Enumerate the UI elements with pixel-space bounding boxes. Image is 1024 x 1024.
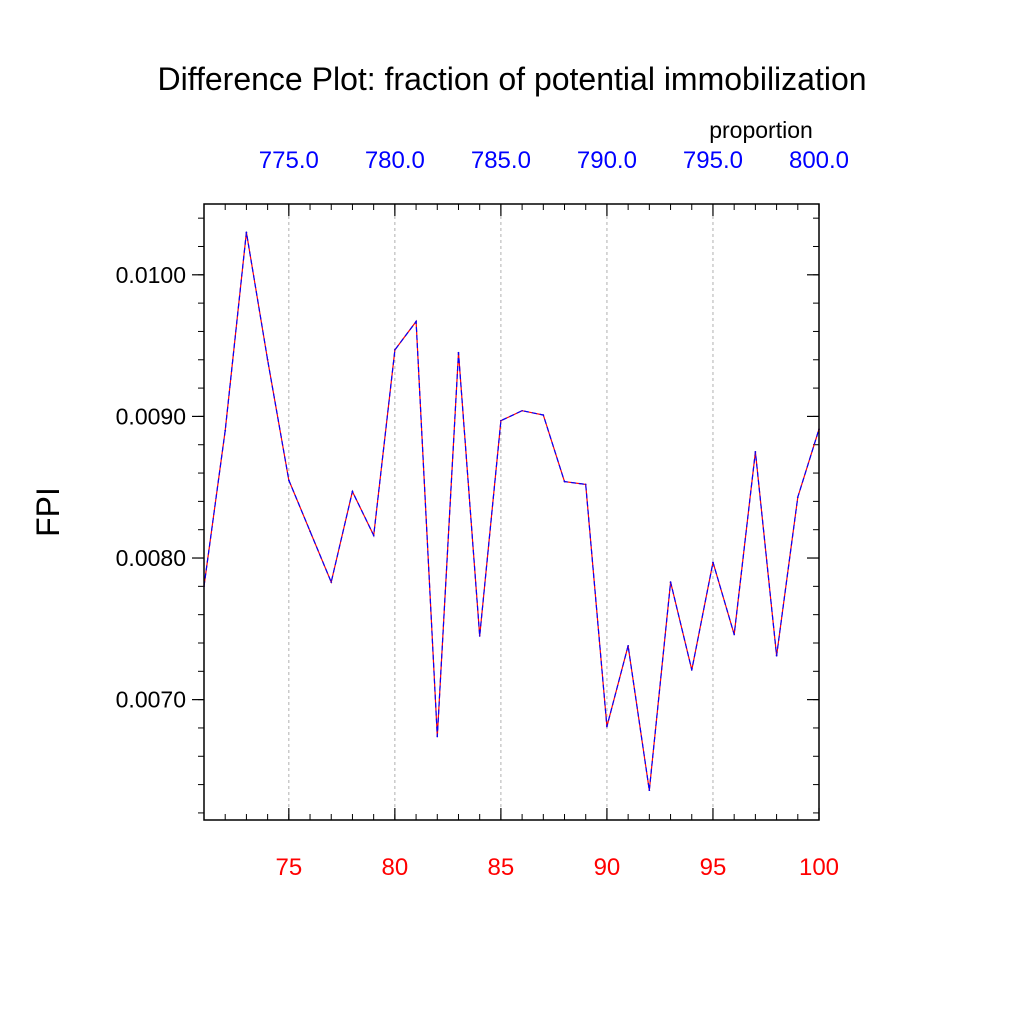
top-tick-label: 790.0 [577, 147, 637, 174]
x-tick-label: 85 [488, 854, 515, 881]
data-point [457, 351, 460, 354]
data-point [606, 725, 608, 728]
data-point [309, 530, 311, 532]
data-point [266, 358, 269, 361]
data-point [394, 349, 396, 351]
top-tick-label: 800.0 [789, 147, 849, 174]
data-point [733, 633, 735, 636]
y-axis-label: FPI [30, 487, 66, 537]
grid-lines [288, 204, 714, 820]
data-point [245, 231, 248, 234]
top-tick-label: 785.0 [471, 147, 531, 174]
top-axis-label: proportion [709, 117, 813, 143]
data-point [690, 669, 693, 671]
y-tick-label: 0.0070 [116, 687, 186, 713]
x-tick-label: 75 [275, 854, 302, 881]
plot-area-frame [203, 203, 820, 821]
data-point [796, 496, 799, 498]
series-line [203, 232, 820, 791]
top-tick-label: 795.0 [683, 147, 743, 174]
data-point [775, 654, 778, 657]
data-point [478, 635, 481, 637]
x-tick-label: 90 [594, 854, 621, 881]
data-point [372, 534, 375, 537]
y-tick-label: 0.0090 [116, 403, 186, 429]
x-tick-label: 100 [799, 854, 839, 881]
data-point [330, 581, 333, 583]
y-tick-label: 0.0080 [116, 545, 186, 571]
x-tick-label: 80 [382, 854, 409, 881]
data-point [627, 645, 629, 647]
data-point [415, 320, 417, 323]
data-point [351, 490, 354, 493]
data-point [754, 451, 757, 453]
data-point [436, 735, 439, 738]
data-point [542, 414, 545, 416]
tick-labels: 75 80 85 90 95 100 775.0 780.0 785.0 790.0 795.0 80… [116, 147, 849, 881]
data-point [669, 581, 672, 583]
data-point [500, 419, 502, 422]
series-line [203, 232, 820, 791]
data-point [288, 479, 290, 481]
data-point [563, 480, 566, 483]
data-point [712, 561, 714, 564]
data-point [521, 409, 523, 412]
axis-ticks [192, 204, 820, 820]
data-point [224, 429, 227, 432]
data-point [648, 789, 651, 792]
data-point [584, 483, 587, 486]
top-tick-label: 780.0 [365, 147, 425, 174]
x-tick-label: 95 [700, 854, 727, 881]
y-tick-label: 0.0100 [116, 262, 186, 288]
top-tick-label: 775.0 [259, 147, 319, 174]
series-lines [203, 231, 820, 792]
chart-title: Difference Plot: fraction of potential i… [157, 61, 866, 97]
